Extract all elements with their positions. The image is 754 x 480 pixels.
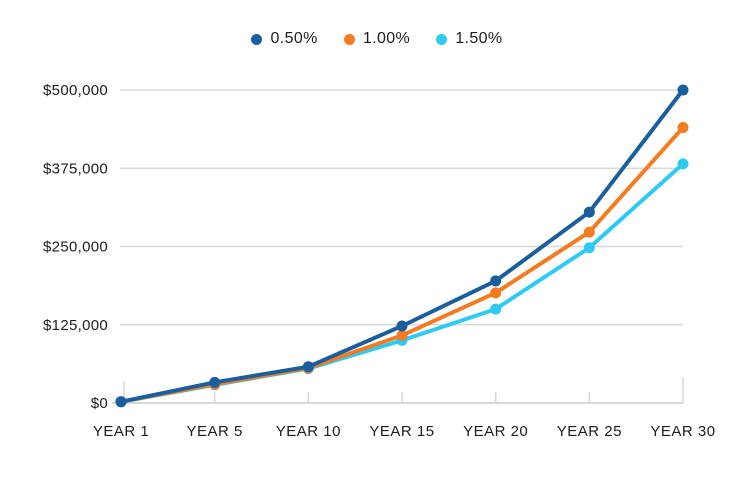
data-point-1.50%-year-25 <box>583 242 595 254</box>
data-point-1.00%-year-25 <box>583 226 595 238</box>
data-point-0.50%-year-15 <box>396 320 408 332</box>
data-point-0.50%-year-30 <box>677 84 689 96</box>
data-point-0.50%-year-10 <box>302 361 314 373</box>
legend-item-rate-1-00: 1.00% <box>343 30 411 48</box>
y-axis-label: $0 <box>91 395 108 412</box>
legend-label: 1.50% <box>455 30 503 47</box>
chart-legend: 0.50% 1.00% 1.50% <box>0 30 754 48</box>
data-point-1.00%-year-30 <box>677 122 689 134</box>
x-axis-label: YEAR 20 <box>463 423 528 440</box>
x-axis-label: YEAR 25 <box>557 423 622 440</box>
y-axis-label: $250,000 <box>43 239 108 256</box>
legend-dot-icon <box>436 33 448 45</box>
data-point-1.50%-year-30 <box>677 158 689 170</box>
y-axis-label: $125,000 <box>43 317 108 334</box>
data-point-0.50%-year-25 <box>583 206 595 218</box>
x-axis-label: YEAR 15 <box>369 423 434 440</box>
y-axis-label: $375,000 <box>43 160 108 177</box>
data-point-1.50%-year-20 <box>490 303 502 315</box>
data-point-0.50%-year-1 <box>115 396 127 408</box>
data-point-0.50%-year-20 <box>490 275 502 287</box>
x-axis-label: YEAR 30 <box>650 423 715 440</box>
x-axis-label: YEAR 10 <box>276 423 341 440</box>
legend-item-rate-1-50: 1.50% <box>436 30 502 48</box>
x-axis-label: YEAR 5 <box>186 423 242 440</box>
legend-label: 1.00% <box>362 30 411 47</box>
data-point-0.50%-year-5 <box>209 376 221 388</box>
y-axis-label: $500,000 <box>43 82 108 99</box>
legend-dot-icon <box>343 33 355 45</box>
legend-item-rate-0-50: 0.50% <box>251 30 317 48</box>
x-axis-label: YEAR 1 <box>93 423 149 440</box>
legend-dot-icon <box>251 33 263 45</box>
data-point-1.00%-year-15 <box>396 329 408 341</box>
legend-label: 0.50% <box>270 30 318 47</box>
data-point-1.00%-year-20 <box>490 287 502 299</box>
